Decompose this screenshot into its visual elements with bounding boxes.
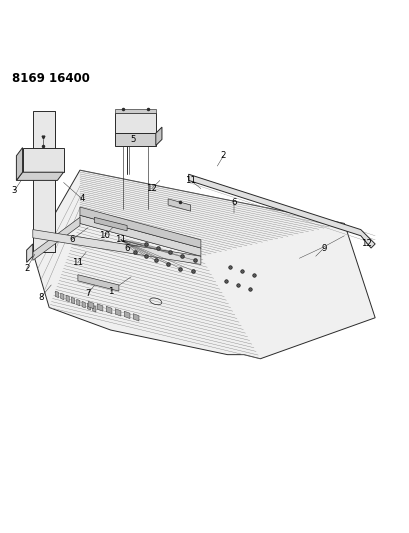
Text: 4: 4 bbox=[79, 195, 85, 204]
Text: 6: 6 bbox=[124, 244, 130, 253]
Polygon shape bbox=[188, 174, 374, 248]
Polygon shape bbox=[88, 301, 94, 309]
Polygon shape bbox=[33, 170, 374, 359]
Polygon shape bbox=[33, 230, 200, 264]
Text: 8: 8 bbox=[38, 293, 44, 302]
Polygon shape bbox=[61, 293, 64, 300]
Polygon shape bbox=[16, 172, 63, 180]
Polygon shape bbox=[71, 297, 74, 304]
Polygon shape bbox=[33, 111, 55, 252]
Polygon shape bbox=[97, 304, 103, 311]
Text: 6: 6 bbox=[230, 198, 236, 207]
Polygon shape bbox=[82, 301, 85, 308]
Polygon shape bbox=[80, 215, 200, 256]
Text: 11: 11 bbox=[72, 258, 83, 267]
Polygon shape bbox=[76, 300, 80, 306]
Text: 7: 7 bbox=[85, 289, 91, 297]
Text: 11: 11 bbox=[115, 236, 126, 244]
Polygon shape bbox=[155, 127, 162, 146]
Text: 10: 10 bbox=[99, 231, 110, 240]
Text: 6: 6 bbox=[69, 236, 74, 244]
Text: 9: 9 bbox=[320, 244, 326, 253]
Polygon shape bbox=[33, 217, 80, 260]
Polygon shape bbox=[115, 113, 155, 133]
Polygon shape bbox=[115, 133, 155, 146]
Text: 2: 2 bbox=[220, 151, 226, 160]
Polygon shape bbox=[124, 311, 130, 319]
Polygon shape bbox=[27, 244, 33, 262]
Polygon shape bbox=[115, 309, 121, 316]
Text: 12: 12 bbox=[361, 239, 371, 248]
Text: 5: 5 bbox=[130, 135, 136, 144]
Text: 2: 2 bbox=[24, 264, 29, 273]
Polygon shape bbox=[55, 291, 58, 297]
Text: 3: 3 bbox=[11, 186, 17, 195]
Polygon shape bbox=[78, 274, 119, 291]
Polygon shape bbox=[106, 306, 112, 313]
Text: 11: 11 bbox=[185, 176, 196, 185]
Polygon shape bbox=[66, 295, 69, 302]
Polygon shape bbox=[22, 148, 63, 172]
Polygon shape bbox=[16, 148, 22, 180]
Polygon shape bbox=[94, 217, 127, 231]
Polygon shape bbox=[80, 207, 200, 248]
Polygon shape bbox=[168, 199, 190, 211]
Text: 12: 12 bbox=[146, 184, 157, 193]
Polygon shape bbox=[115, 109, 155, 113]
Polygon shape bbox=[87, 303, 90, 310]
Text: 8169 16400: 8169 16400 bbox=[12, 72, 90, 85]
Polygon shape bbox=[92, 305, 96, 312]
Polygon shape bbox=[133, 313, 139, 321]
Text: 1: 1 bbox=[108, 287, 113, 296]
